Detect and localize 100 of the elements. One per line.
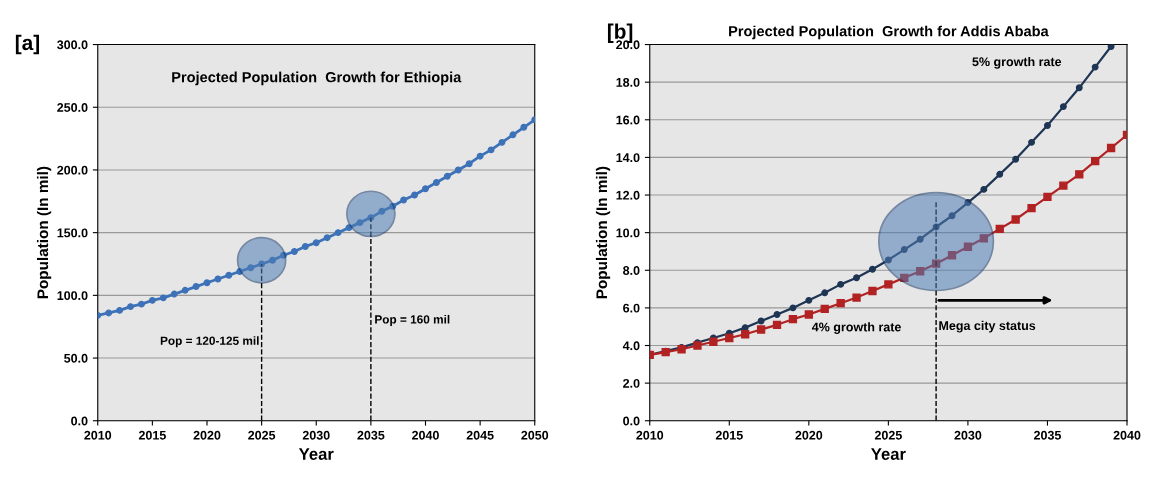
chart-title: Projected Population Growth for Addis Ababa [729,25,1049,40]
point [900,273,909,282]
point [963,242,973,251]
point [1027,204,1036,213]
point [1028,138,1036,146]
y-tick-label: 4.0 [622,341,640,351]
point [290,247,298,255]
point [258,260,266,268]
y-axis-title: Population (In mil) [36,166,52,299]
point [1091,63,1099,71]
annotation: Pop = 120-125 mil [160,336,259,348]
y-tick-label: 250.0 [57,103,88,112]
y-tick-label: 0.0 [623,416,640,426]
point [964,199,972,207]
point [804,310,814,319]
point [900,246,908,254]
point [947,251,957,260]
point [247,264,255,272]
point [269,256,277,264]
point [884,256,892,264]
point [1012,155,1020,163]
series-label: 5% growth rate [972,56,1062,69]
point [805,296,813,304]
point [916,267,925,276]
y-tick-label: 6.0 [623,303,640,313]
x-tick-label: 2030 [954,430,982,440]
point [979,234,988,243]
point [225,271,233,279]
y-tick-label: 14.0 [616,153,640,163]
point [509,131,517,139]
point [1075,170,1084,179]
text: Projected Population Growth for Ethiopia [172,71,462,86]
x-tick-label: 2010 [636,430,664,440]
series-label: 4% growth rate [811,322,901,334]
point [127,303,134,311]
y-tick-label: 50.0 [64,353,88,363]
x-tick-label: 2010 [84,430,112,440]
point [916,235,924,243]
point [1091,157,1100,166]
point [1011,215,1020,224]
point [757,317,765,325]
point [411,191,419,199]
x-tick-label: 2020 [795,430,823,440]
point [280,251,287,259]
y-tick-label: 100.0 [57,291,88,300]
point [1043,121,1051,129]
x-tick-label: 2040 [412,430,439,440]
x-tick-label: 2025 [248,430,276,440]
point [323,234,331,242]
point [192,283,200,291]
point [443,172,451,180]
point [476,152,484,160]
point [400,196,408,204]
x-tick-label: 2035 [1033,430,1062,440]
point [345,224,353,232]
point [853,274,861,282]
point [203,279,211,287]
point [105,309,113,317]
point [116,306,124,314]
point [487,146,495,154]
point [1107,44,1115,50]
point [159,294,167,302]
y-tick-label: 2.0 [623,378,640,388]
x-axis-title: Year [298,448,334,460]
annotation: Pop = 160 mil [375,314,450,326]
point [356,219,364,227]
point [725,333,734,343]
point [756,325,766,334]
point [389,202,397,210]
y-tick-label: 12.0 [616,190,640,200]
point [170,290,178,298]
y-tick-label: 0.0 [71,416,88,426]
x-tick-label: 2015 [715,430,743,440]
y-tick-label: 10.0 [616,228,640,238]
point [709,337,718,346]
point [820,304,829,313]
y-axis-title: Population (In mil) [595,166,611,299]
y-tick-label: 18.0 [616,77,640,87]
point [236,268,244,275]
y-tick-label: 150.0 [57,228,88,238]
y-tick-label: 200.0 [57,165,88,175]
point [980,185,988,193]
x-tick-label: 2050 [521,430,549,440]
point [1075,84,1083,92]
point [837,280,845,288]
point [1059,181,1068,190]
x-tick-label: 2025 [874,430,902,440]
point [214,275,222,283]
point [741,330,750,339]
x-axis-title: Year [871,448,906,460]
point [852,293,861,302]
point [181,286,189,294]
point [1043,192,1052,202]
point [137,300,145,308]
point [772,320,782,329]
point [312,239,320,247]
point [948,212,956,220]
y-tick-label: 300.0 [57,40,88,50]
point [995,224,1004,234]
point [868,265,876,273]
